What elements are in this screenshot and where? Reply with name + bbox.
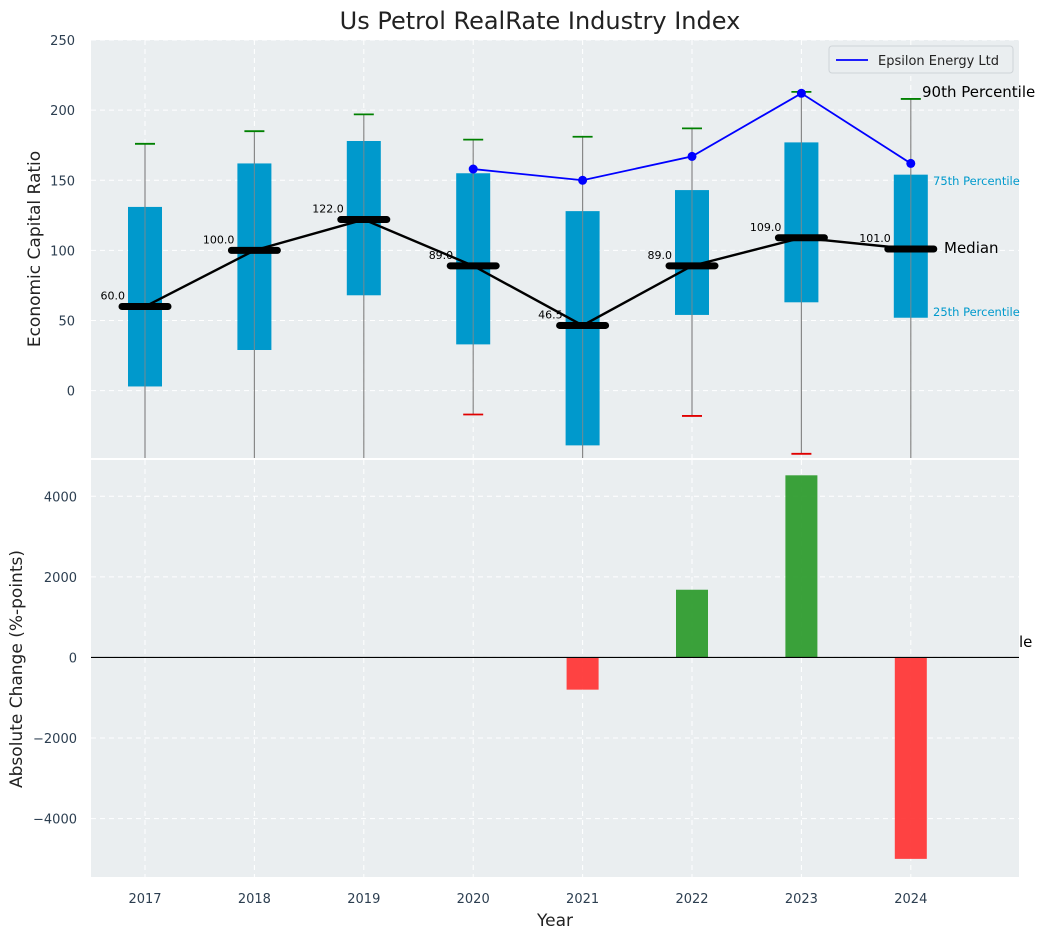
p90-annotation: 90th Percentile xyxy=(922,83,1035,101)
bottom-y-tick-label: −2000 xyxy=(33,732,77,747)
chart-title: Us Petrol RealRate Industry Index xyxy=(340,7,741,35)
median-value-label: 101.0 xyxy=(859,232,891,245)
x-ticks: 2017 2018 2019 2020 2021 2022 2023 2024 xyxy=(128,892,927,907)
x-tick-label: 2022 xyxy=(675,892,708,907)
top-y-tick-label: 0 xyxy=(67,385,75,400)
bottom-y-tick-label: 2000 xyxy=(44,571,77,586)
p75-annotation: 75th Percentile xyxy=(933,174,1020,188)
x-tick-label: 2021 xyxy=(566,892,599,907)
median-value-label: 122.0 xyxy=(312,203,344,216)
x-axis-label: Year xyxy=(536,911,573,931)
company-point xyxy=(468,164,478,174)
company-series xyxy=(468,88,916,185)
top-y-ticks: 0 50 100 150 200 250 xyxy=(50,34,75,400)
bottom-panel: −4000 −2000 0 2000 4000 2017 2018 2019 2020 2021… xyxy=(7,460,1032,931)
bottom-y-ticks: −4000 −2000 0 2000 4000 xyxy=(33,490,77,827)
median-trend-line xyxy=(144,218,911,327)
top-y-tick-label: 50 xyxy=(58,315,75,330)
median-value-label: 89.0 xyxy=(429,249,454,262)
company-point xyxy=(796,88,806,98)
bottom-y-axis-label: Absolute Change (%-points) xyxy=(7,550,27,788)
change-bars xyxy=(91,475,1019,859)
median-value-label: 89.0 xyxy=(648,249,673,262)
company-point xyxy=(578,175,588,185)
box-plot-series xyxy=(128,90,928,458)
legend: Epsilon Energy Ltd xyxy=(828,45,1014,74)
top-y-tick-label: 150 xyxy=(50,174,75,189)
bottom-y-tick-label: 4000 xyxy=(44,490,77,505)
positive-change-bar xyxy=(785,475,818,658)
median-trend: 60.0 100.0 122.0 89.0 46.5 89.0 109.0 101.0 xyxy=(101,203,938,329)
x-tick-label: 2017 xyxy=(128,892,161,907)
x-tick-label: 2018 xyxy=(238,892,271,907)
negative-change-bar xyxy=(894,657,927,859)
legend-box xyxy=(828,45,1014,74)
x-tick-label: 2019 xyxy=(347,892,380,907)
bottom-panel-background xyxy=(91,460,1019,877)
positive-change-bar xyxy=(676,589,708,658)
top-y-tick-label: 100 xyxy=(50,244,75,259)
bottom-y-tick-label: 0 xyxy=(69,651,77,666)
x-tick-label: 2020 xyxy=(457,892,490,907)
percentile-annotations: 90th Percentile 75th Percentile Median 2… xyxy=(922,83,1035,319)
top-y-tick-label: 250 xyxy=(50,34,75,49)
clipped-annotation: le xyxy=(1019,633,1032,651)
top-panel: 0 50 100 150 200 250 60.0 100.0 122.0 89.0 46.5 89… xyxy=(25,34,1035,458)
legend-label: Epsilon Energy Ltd xyxy=(878,54,999,69)
x-tick-label: 2024 xyxy=(894,892,927,907)
median-value-label: 46.5 xyxy=(538,308,563,321)
bottom-y-tick-label: −4000 xyxy=(33,813,77,828)
p25-annotation: 25th Percentile xyxy=(933,305,1020,319)
top-y-tick-label: 200 xyxy=(50,104,75,119)
median-annotation: Median xyxy=(944,239,999,257)
top-y-axis-label: Economic Capital Ratio xyxy=(25,151,45,347)
negative-change-bar xyxy=(566,657,599,690)
company-point xyxy=(687,151,697,161)
median-value-label: 60.0 xyxy=(101,290,126,303)
median-value-label: 100.0 xyxy=(203,233,235,246)
x-tick-label: 2023 xyxy=(785,892,818,907)
company-point xyxy=(906,158,916,168)
median-value-label: 109.0 xyxy=(750,221,782,234)
